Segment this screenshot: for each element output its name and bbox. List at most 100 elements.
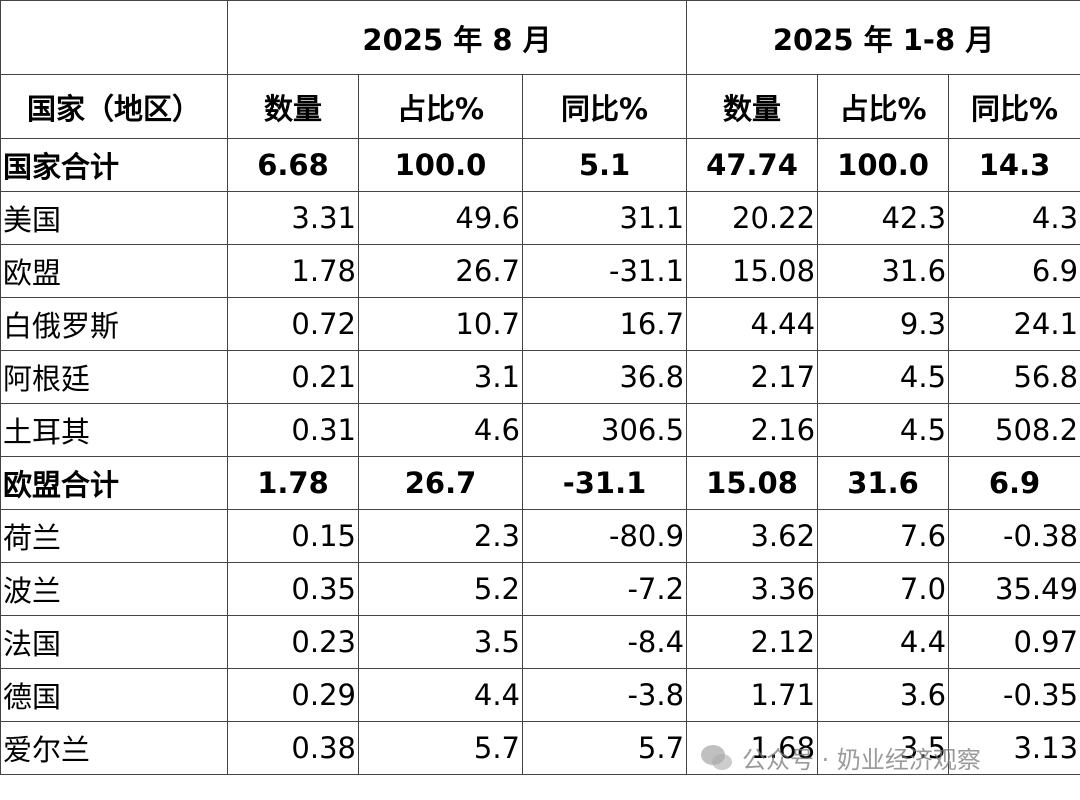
table-cell: 3.13: [948, 721, 1080, 775]
table-row: 德国 0.29 4.4 -3.8 1.71 3.6 -0.35: [0, 668, 1080, 722]
table-cell: 42.3: [817, 191, 950, 245]
table-cell: 24.1: [948, 297, 1080, 351]
table-cell: 15.08: [686, 244, 819, 298]
row-label: 阿根廷: [0, 350, 228, 404]
table-row: 欧盟 1.78 26.7 -31.1 15.08 31.6 6.9: [0, 244, 1080, 298]
table-cell: 0.31: [227, 403, 359, 457]
table-cell: 7.0: [817, 562, 950, 616]
header-row: 国家（地区） 数量 占比% 同比% 数量 占比% 同比%: [0, 74, 1080, 139]
header-cell: 数量: [227, 74, 359, 139]
table-cell: 0.15: [227, 509, 359, 563]
table-cell: 7.6: [817, 509, 950, 563]
table-cell: 3.6: [817, 668, 950, 722]
table-cell: 0.23: [227, 615, 359, 669]
table-cell: 35.49: [948, 562, 1080, 616]
table-cell: 4.6: [358, 403, 523, 457]
table-cell: 4.44: [686, 297, 819, 351]
table-cell: 49.6: [358, 191, 523, 245]
table-cell: 100.0: [817, 138, 950, 192]
row-label: 法国: [0, 615, 228, 669]
table-body: 2025 年 8 月 2025 年 1-8 月国家（地区） 数量 占比% 同比% 数量 占比…: [0, 0, 1080, 775]
row-label: 荷兰: [0, 509, 228, 563]
table-cell: 0.38: [227, 721, 359, 775]
table-cell: 1.78: [227, 456, 359, 510]
data-table: 2025 年 8 月 2025 年 1-8 月国家（地区） 数量 占比% 同比% 数量 占比…: [0, 0, 1080, 775]
table-cell: 0.35: [227, 562, 359, 616]
table-cell: 2.12: [686, 615, 819, 669]
table-row: 土耳其 0.31 4.6 306.5 2.16 4.5 508.2: [0, 403, 1080, 457]
table-row: 荷兰 0.15 2.3 -80.9 3.62 7.6 -0.38: [0, 509, 1080, 563]
header-cell: 国家（地区）: [0, 74, 228, 139]
table-cell: 3.5: [817, 721, 950, 775]
row-label: 美国: [0, 191, 228, 245]
row-label: 波兰: [0, 562, 228, 616]
header-row: 2025 年 8 月 2025 年 1-8 月: [0, 0, 1080, 75]
table-cell: -8.4: [521, 615, 688, 669]
row-label: 欧盟合计: [0, 456, 228, 510]
table-cell: -31.1: [521, 244, 688, 298]
table-cell: 1.71: [686, 668, 819, 722]
table-cell: 47.74: [686, 138, 819, 192]
table-cell: 26.7: [358, 244, 523, 298]
table-cell: 6.68: [227, 138, 359, 192]
header-cell: 占比%: [817, 74, 950, 139]
table-cell: -3.8: [521, 668, 688, 722]
table-cell: 14.3: [948, 138, 1080, 192]
table-row: 阿根廷 0.21 3.1 36.8 2.17 4.5 56.8: [0, 350, 1080, 404]
table-row: 爱尔兰 0.38 5.7 5.7 1.68 3.5 3.13: [0, 721, 1080, 775]
row-label: 国家合计: [0, 138, 228, 192]
table-cell: 6.9: [948, 456, 1080, 510]
table-row: 波兰 0.35 5.2 -7.2 3.36 7.0 35.49: [0, 562, 1080, 616]
table-cell: 1.78: [227, 244, 359, 298]
table-cell: 5.2: [358, 562, 523, 616]
table-cell: 5.7: [358, 721, 523, 775]
header-cell: 2025 年 1-8 月: [686, 0, 1080, 75]
table-cell: -0.38: [948, 509, 1080, 563]
table-cell: 3.5: [358, 615, 523, 669]
table-cell: 15.08: [686, 456, 819, 510]
table-cell: 31.6: [817, 456, 950, 510]
table-cell: 2.3: [358, 509, 523, 563]
header-cell: 2025 年 8 月: [226, 0, 688, 75]
header-cell: [0, 0, 228, 75]
table-cell: 306.5: [521, 403, 688, 457]
table-cell: 31.6: [817, 244, 950, 298]
table-cell: 508.2: [948, 403, 1080, 457]
table-cell: 3.36: [686, 562, 819, 616]
table-row: 白俄罗斯 0.72 10.7 16.7 4.44 9.3 24.1: [0, 297, 1080, 351]
table-cell: 0.21: [227, 350, 359, 404]
row-label: 爱尔兰: [0, 721, 228, 775]
header-cell: 同比%: [521, 74, 688, 139]
table-row: 法国 0.23 3.5 -8.4 2.12 4.4 0.97: [0, 615, 1080, 669]
table-cell: -80.9: [521, 509, 688, 563]
table-cell: 5.7: [521, 721, 688, 775]
table-cell: 20.22: [686, 191, 819, 245]
row-label: 土耳其: [0, 403, 228, 457]
table-cell: 0.97: [948, 615, 1080, 669]
table-cell: 100.0: [358, 138, 523, 192]
table-cell: 4.5: [817, 403, 950, 457]
table-cell: 4.4: [817, 615, 950, 669]
watermark-text: 公众号 · 奶业经济观察: [742, 746, 981, 774]
table-row: 美国 3.31 49.6 31.1 20.22 42.3 4.3: [0, 191, 1080, 245]
watermark: 公众号 · 奶业经济观察: [700, 740, 981, 775]
table-cell: -0.35: [948, 668, 1080, 722]
table-cell: 3.1: [358, 350, 523, 404]
table-cell: 10.7: [358, 297, 523, 351]
header-cell: 占比%: [358, 74, 523, 139]
table-cell: 0.72: [227, 297, 359, 351]
header-cell: 数量: [686, 74, 819, 139]
table-cell: 2.17: [686, 350, 819, 404]
table-cell: 56.8: [948, 350, 1080, 404]
table-cell: 2.16: [686, 403, 819, 457]
table-cell: 5.1: [521, 138, 688, 192]
table-cell: 6.9: [948, 244, 1080, 298]
table-cell: -31.1: [521, 456, 688, 510]
table-cell: 0.29: [227, 668, 359, 722]
row-label: 德国: [0, 668, 228, 722]
table-cell: 36.8: [521, 350, 688, 404]
table-cell: 4.5: [817, 350, 950, 404]
table-cell: 9.3: [817, 297, 950, 351]
row-label: 白俄罗斯: [0, 297, 228, 351]
